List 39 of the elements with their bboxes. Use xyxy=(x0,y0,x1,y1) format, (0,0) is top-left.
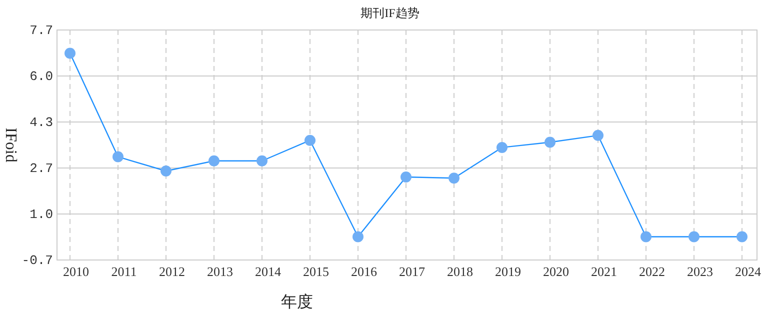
x-tick-label: 2022 xyxy=(639,264,665,279)
x-tick-label: 2017 xyxy=(399,264,426,279)
y-tick-label: 2.7 xyxy=(30,161,53,176)
point xyxy=(160,166,172,177)
point xyxy=(304,134,316,146)
x-tick-label: 2021 xyxy=(591,264,617,279)
point xyxy=(736,231,748,242)
point xyxy=(208,155,220,166)
point xyxy=(688,231,700,242)
x-tick-label: 2013 xyxy=(207,264,233,279)
point xyxy=(640,231,652,242)
x-tick-label: 2015 xyxy=(303,264,329,279)
x-tick-label: 2023 xyxy=(687,264,713,279)
point xyxy=(112,151,124,162)
point xyxy=(496,142,508,153)
point xyxy=(64,48,76,59)
y-tick-label: -0.7 xyxy=(22,253,53,268)
x-tick-label: 2024 xyxy=(735,264,762,279)
point xyxy=(256,155,268,166)
point xyxy=(592,130,604,141)
point xyxy=(544,136,556,148)
y-axis-title: IFoid xyxy=(2,128,19,162)
y-tick-label: 4.3 xyxy=(30,115,53,130)
x-tick-label: 2012 xyxy=(159,264,185,279)
x-tick-label: 2016 xyxy=(351,264,378,279)
point xyxy=(448,172,460,184)
y-tick-label: 7.7 xyxy=(30,23,53,38)
x-tick-label: 2020 xyxy=(543,264,569,279)
x-tick-label: 2019 xyxy=(495,264,521,279)
point xyxy=(400,172,412,183)
x-tick-label: 2018 xyxy=(447,264,473,279)
x-axis-title: 年度 xyxy=(281,293,313,311)
x-tick-label: 2011 xyxy=(111,264,137,279)
x-tick-label: 2010 xyxy=(63,264,89,279)
x-tick-label: 2014 xyxy=(255,264,282,279)
point xyxy=(352,231,364,242)
chart-title: 期刊IF趋势 xyxy=(360,6,420,20)
y-tick-label: 6.0 xyxy=(30,69,53,84)
y-tick-label: 1.0 xyxy=(30,207,53,222)
